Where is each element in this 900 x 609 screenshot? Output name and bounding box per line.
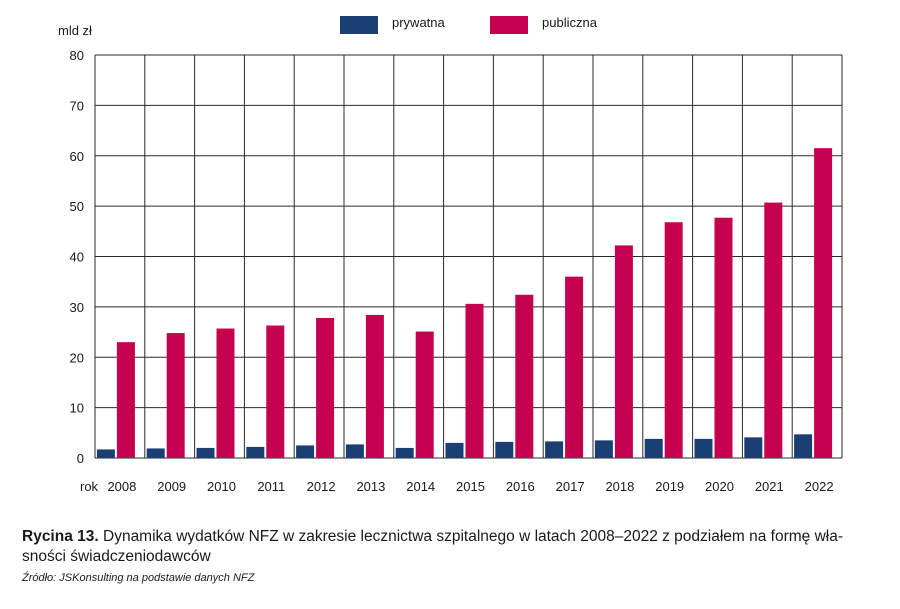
bar-publiczna-2013 (365, 314, 384, 458)
y-tick-label: 60 (70, 149, 84, 164)
x-tick-label: 2012 (307, 479, 336, 494)
legend: prywatna publiczna (340, 15, 598, 34)
figure-caption: Rycina 13. Dynamika wydatków NFZ w zakre… (22, 527, 882, 567)
bar-prywatna-2016 (495, 441, 514, 458)
bar-publiczna-2015 (465, 303, 484, 458)
bar-prywatna-2022 (794, 434, 813, 458)
x-ticks: 2008 2009 2010 2011 2012 2013 2014 2015 2016 2017… (80, 479, 834, 494)
source-note: Źródło: JSKonsulting na podstawie danych… (22, 572, 255, 584)
bar-prywatna-2012 (296, 445, 315, 458)
bar-publiczna-2014 (415, 331, 434, 458)
bar-publiczna-2019 (664, 222, 683, 458)
bar-prywatna-2009 (146, 448, 165, 458)
bar-prywatna-2015 (445, 442, 464, 458)
bar-publiczna-2016 (515, 294, 534, 458)
x-tick-label: 2008 (107, 479, 136, 494)
bar-publiczna-2008 (116, 342, 135, 458)
bar-prywatna-2014 (395, 447, 414, 458)
x-tick-label: 2014 (406, 479, 435, 494)
x-tick-label: 2013 (356, 479, 385, 494)
bar-prywatna-2021 (744, 437, 763, 458)
bars (96, 148, 833, 458)
y-ticks: 0 10 20 30 40 50 60 70 80 (70, 48, 84, 466)
bar-publiczna-2018 (614, 245, 633, 458)
bar-prywatna-2018 (594, 440, 613, 458)
legend-label-prywatna: prywatna (392, 15, 446, 30)
y-axis-label: mld zł (58, 23, 92, 38)
x-tick-label: 2017 (556, 479, 585, 494)
bar-prywatna-2017 (545, 441, 564, 458)
bar-prywatna-2013 (345, 444, 364, 458)
x-tick-label: 2022 (805, 479, 834, 494)
x-tick-label: 2021 (755, 479, 784, 494)
bar-prywatna-2010 (196, 447, 215, 458)
bar-publiczna-2010 (216, 328, 235, 458)
x-tick-label: 2010 (207, 479, 236, 494)
x-tick-label: 2018 (605, 479, 634, 494)
x-tick-label: 2015 (456, 479, 485, 494)
y-tick-label: 0 (77, 451, 84, 466)
bar-publiczna-2021 (764, 202, 783, 458)
x-tick-label: 2016 (506, 479, 535, 494)
y-tick-label: 40 (70, 250, 84, 265)
bar-publiczna-2009 (166, 333, 185, 458)
bar-publiczna-2017 (565, 276, 584, 458)
x-tick-label: 2020 (705, 479, 734, 494)
bar-publiczna-2022 (814, 148, 833, 458)
bar-publiczna-2012 (316, 317, 335, 458)
legend-swatch-publiczna (490, 16, 528, 34)
bar-prywatna-2020 (694, 438, 713, 458)
legend-label-publiczna: publiczna (542, 15, 598, 30)
bar-publiczna-2011 (266, 325, 285, 458)
caption-text: Dynamika wydatków NFZ w zakresie lecznic… (22, 528, 844, 565)
x-tick-label: 2009 (157, 479, 186, 494)
y-tick-label: 10 (70, 401, 84, 416)
y-tick-label: 20 (70, 350, 84, 365)
x-prefix-label: rok (80, 479, 99, 494)
bar-prywatna-2011 (246, 446, 265, 458)
bar-chart: prywatna publiczna mld zł 0 10 20 30 40 50 60 70… (58, 15, 843, 494)
legend-swatch-prywatna (340, 16, 378, 34)
bar-prywatna-2019 (644, 438, 663, 458)
bar-prywatna-2008 (96, 449, 115, 458)
y-tick-label: 50 (70, 199, 84, 214)
caption-label: Rycina 13. (22, 528, 99, 545)
y-tick-label: 80 (70, 48, 84, 63)
x-tick-label: 2019 (655, 479, 684, 494)
y-tick-label: 70 (70, 98, 84, 113)
x-tick-label: 2011 (257, 479, 285, 494)
bar-publiczna-2020 (714, 217, 733, 458)
grid (94, 54, 843, 459)
y-tick-label: 30 (70, 300, 84, 315)
